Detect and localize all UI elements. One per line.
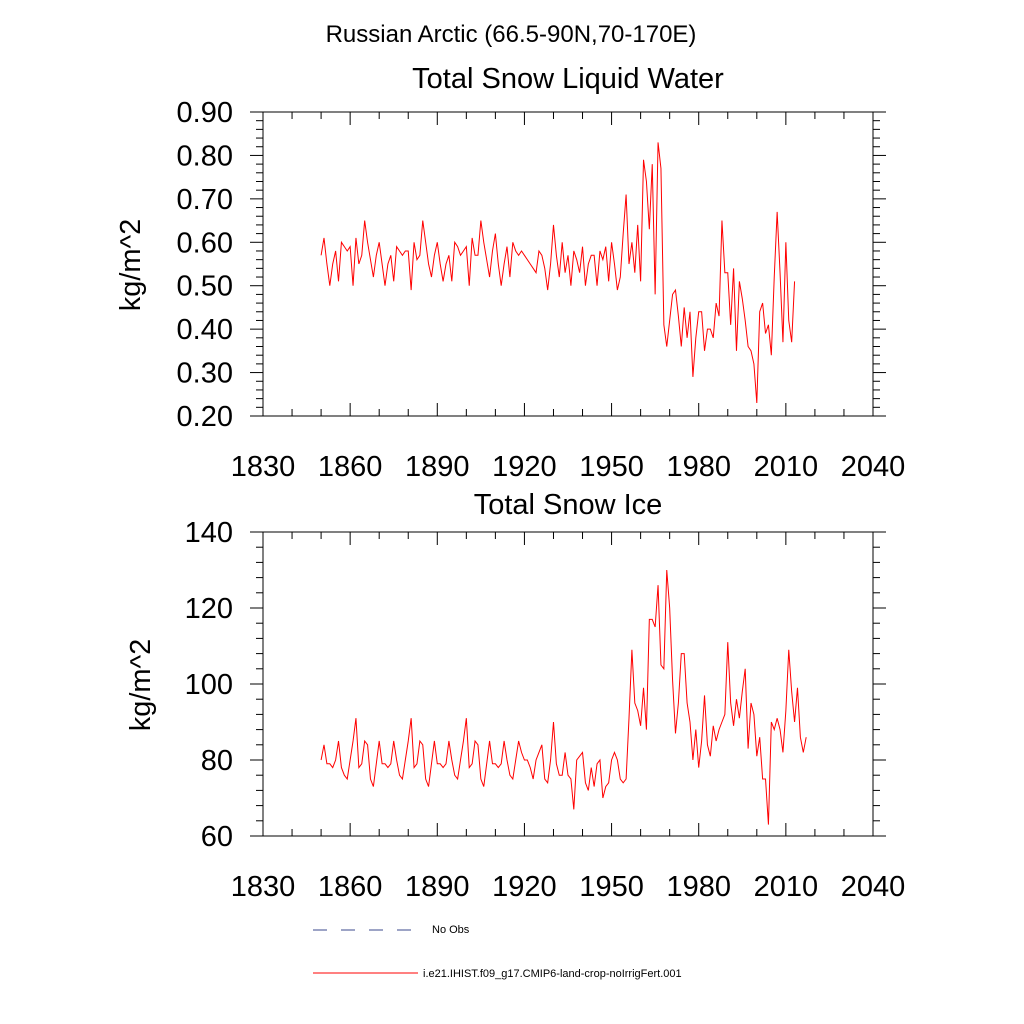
x-tick-label: 1980 bbox=[666, 451, 731, 483]
plot-frame bbox=[262, 531, 874, 837]
panel-title: Total Snow Ice bbox=[474, 489, 663, 521]
y-tick-label: 0.70 bbox=[177, 184, 233, 216]
x-tick-label: 1890 bbox=[405, 451, 470, 483]
figure-suptitle: Russian Arctic (66.5-90N,70-170E) bbox=[326, 21, 697, 48]
x-tick-label: 1920 bbox=[492, 871, 557, 903]
y-tick-label: 0.30 bbox=[177, 358, 233, 390]
x-tick-label: 1890 bbox=[405, 871, 470, 903]
y-tick-label: 60 bbox=[201, 821, 233, 853]
plot-area: 1830 1860 1890 1920 1950 1980 2010 2040 60 80 100 1… bbox=[185, 517, 906, 903]
legend-label-no-obs: No Obs bbox=[432, 924, 470, 936]
x-tick-label: 1830 bbox=[231, 451, 296, 483]
plot-frame bbox=[262, 111, 874, 417]
panel-snow-liquid-water: Total Snow Liquid Water kg/m^2 1830 1860 1… bbox=[115, 63, 905, 483]
y-tick-label: 140 bbox=[185, 517, 233, 549]
y-tick-label: 0.50 bbox=[177, 271, 233, 303]
y-tick-label: 0.40 bbox=[177, 314, 233, 346]
y-tick-label: 120 bbox=[185, 593, 233, 625]
y-tick-label: 0.60 bbox=[177, 227, 233, 259]
x-tick-label: 1950 bbox=[579, 871, 644, 903]
panel-title: Total Snow Liquid Water bbox=[412, 63, 724, 95]
y-tick-label: 0.90 bbox=[177, 97, 233, 129]
x-tick-label: 2040 bbox=[841, 451, 906, 483]
x-tick-label: 1860 bbox=[318, 871, 383, 903]
x-tick-label: 1860 bbox=[318, 451, 383, 483]
legend: No Obs i.e21.IHIST.f09_g17.CMIP6-land-cr… bbox=[313, 924, 682, 980]
y-tick-label: 0.20 bbox=[177, 401, 233, 433]
y-tick-label: 100 bbox=[185, 669, 233, 701]
panel-snow-ice: Total Snow Ice kg/m^2 1830 1860 1890 1920 19… bbox=[125, 489, 905, 903]
x-tick-label: 2010 bbox=[754, 871, 819, 903]
x-tick-label: 1950 bbox=[579, 451, 644, 483]
y-axis-label: kg/m^2 bbox=[115, 219, 147, 312]
series-line bbox=[320, 569, 807, 825]
plot-area: 1830 1860 1890 1920 1950 1980 2010 2040 0.20 0.30… bbox=[177, 97, 906, 483]
legend-label-model-run: i.e21.IHIST.f09_g17.CMIP6-land-crop-noIr… bbox=[423, 968, 682, 980]
x-tick-label: 2040 bbox=[841, 871, 906, 903]
y-tick-label: 80 bbox=[201, 745, 233, 777]
x-tick-label: 1920 bbox=[492, 451, 557, 483]
y-tick-label: 0.80 bbox=[177, 140, 233, 172]
x-tick-label: 1980 bbox=[666, 871, 731, 903]
x-tick-label: 2010 bbox=[754, 451, 819, 483]
x-tick-label: 1830 bbox=[231, 871, 296, 903]
y-axis-label: kg/m^2 bbox=[125, 639, 157, 732]
series-line bbox=[320, 142, 796, 404]
